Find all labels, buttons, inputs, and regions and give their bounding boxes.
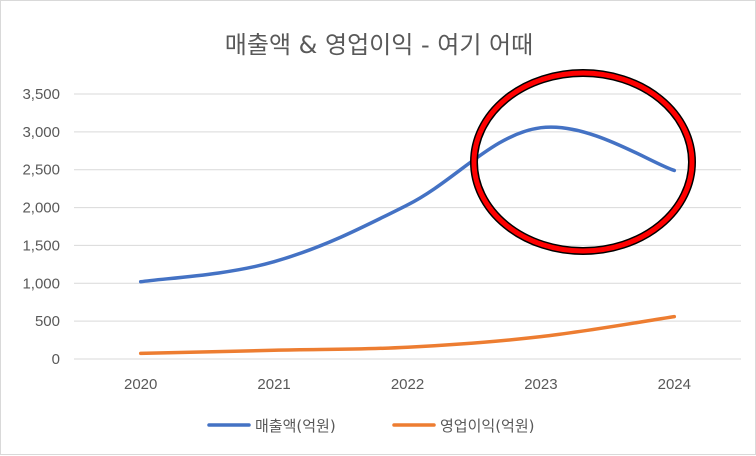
y-tick-label: 2,500 — [22, 162, 60, 179]
series-line-2 — [141, 317, 675, 354]
x-tick-label: 2023 — [524, 376, 557, 393]
x-tick-label: 2022 — [391, 376, 424, 393]
chart-title: 매출액 & 영업이익 - 여기 어때 — [225, 31, 533, 59]
y-tick-label: 0 — [52, 351, 60, 368]
x-axis-ticks: 2020 2021 2022 2023 2024 — [124, 376, 691, 393]
gridlines — [74, 94, 741, 359]
y-tick-label: 3,000 — [22, 124, 60, 141]
highlight-ellipse — [474, 73, 692, 251]
legend-label: 영업이익(억원) — [440, 417, 535, 435]
x-tick-label: 2020 — [124, 376, 157, 393]
y-tick-label: 1,000 — [22, 275, 60, 292]
legend-label: 매출액(억원) — [255, 417, 336, 435]
y-tick-label: 2,000 — [22, 200, 60, 217]
x-tick-label: 2021 — [257, 376, 290, 393]
y-tick-label: 1,500 — [22, 237, 60, 254]
y-tick-label: 500 — [35, 313, 60, 330]
highlight-annotation — [474, 73, 692, 251]
x-tick-label: 2024 — [658, 376, 691, 393]
series-line-1 — [141, 127, 675, 282]
legend: 매출액(억원) 영업이익(억원) — [209, 417, 535, 435]
series-lines — [141, 127, 675, 353]
y-tick-label: 3,500 — [22, 86, 60, 103]
y-axis-ticks: 0 500 1,000 1,500 2,000 2,500 3,000 3,500 — [22, 86, 60, 368]
